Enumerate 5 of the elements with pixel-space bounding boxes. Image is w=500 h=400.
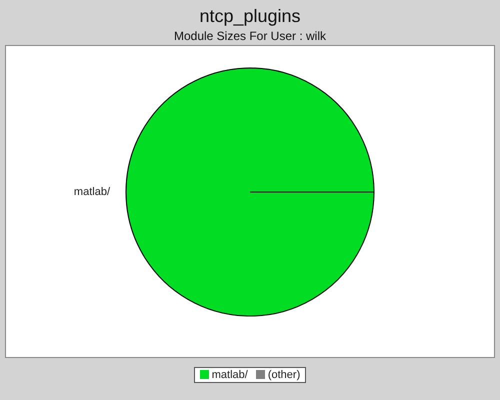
legend-label: matlab/ [212, 368, 248, 380]
slice-label: matlab/ [74, 186, 111, 198]
chart-subtitle: Module Sizes For User : wilk [172, 29, 328, 43]
legend-label: (other) [268, 368, 300, 380]
chart-title: ntcp_plugins [198, 6, 302, 27]
